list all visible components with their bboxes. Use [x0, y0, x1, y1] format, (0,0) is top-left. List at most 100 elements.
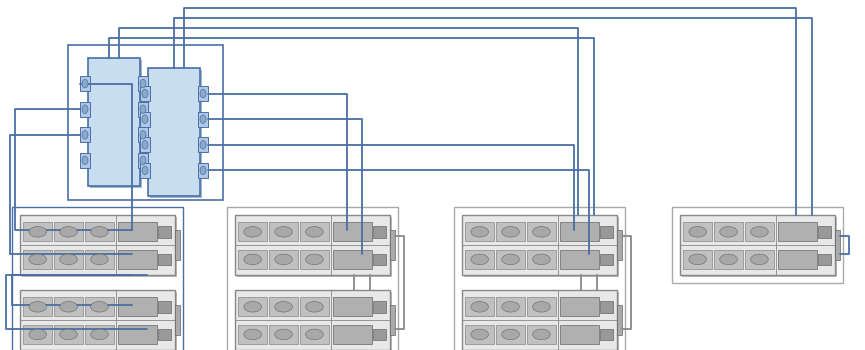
Ellipse shape	[305, 329, 324, 340]
Ellipse shape	[471, 254, 489, 265]
Bar	[23, 325, 53, 344]
Bar	[683, 250, 713, 269]
Bar	[778, 250, 817, 269]
Bar	[22, 217, 177, 277]
Bar	[157, 301, 171, 313]
Ellipse shape	[533, 329, 550, 340]
Bar	[238, 222, 267, 241]
Ellipse shape	[29, 254, 47, 265]
Ellipse shape	[82, 79, 88, 88]
Ellipse shape	[91, 301, 108, 312]
Bar	[300, 222, 329, 241]
Bar	[138, 102, 148, 117]
Bar	[672, 207, 843, 283]
Ellipse shape	[305, 301, 324, 312]
Bar	[561, 222, 599, 241]
Bar	[373, 226, 387, 238]
Bar	[682, 217, 837, 277]
Bar	[12, 207, 183, 350]
Bar	[333, 222, 372, 241]
Bar	[148, 68, 200, 196]
Bar	[227, 207, 398, 350]
Bar	[140, 86, 150, 101]
Bar	[140, 137, 150, 153]
Bar	[561, 250, 599, 269]
Bar	[20, 215, 175, 275]
Bar	[23, 297, 53, 316]
Bar	[561, 297, 599, 316]
Bar	[465, 325, 495, 344]
Bar	[496, 250, 525, 269]
Bar	[373, 254, 387, 265]
Bar	[462, 215, 617, 275]
Ellipse shape	[471, 301, 489, 312]
Ellipse shape	[275, 254, 292, 265]
Bar	[238, 325, 267, 344]
Bar	[465, 250, 495, 269]
Bar	[119, 325, 157, 344]
Bar	[119, 222, 157, 241]
Bar	[23, 250, 53, 269]
Bar	[138, 153, 148, 168]
Bar	[54, 297, 83, 316]
Bar	[269, 222, 298, 241]
Bar	[333, 250, 372, 269]
Bar	[238, 250, 267, 269]
Ellipse shape	[140, 156, 146, 164]
Ellipse shape	[200, 141, 206, 149]
Bar	[198, 86, 208, 101]
Bar	[68, 45, 223, 200]
Ellipse shape	[82, 131, 88, 139]
Ellipse shape	[275, 301, 292, 312]
Bar	[140, 112, 150, 127]
Ellipse shape	[720, 226, 737, 237]
Bar	[390, 305, 395, 335]
Bar	[23, 222, 53, 241]
Ellipse shape	[91, 226, 108, 237]
Bar	[85, 297, 114, 316]
Bar	[90, 60, 142, 188]
Bar	[175, 230, 180, 260]
Ellipse shape	[305, 226, 324, 237]
Ellipse shape	[140, 79, 146, 88]
Ellipse shape	[60, 329, 77, 340]
Ellipse shape	[244, 329, 261, 340]
Bar	[138, 76, 148, 91]
Ellipse shape	[502, 301, 519, 312]
Bar	[496, 297, 525, 316]
Ellipse shape	[244, 226, 261, 237]
Ellipse shape	[82, 105, 88, 113]
Bar	[269, 297, 298, 316]
Bar	[119, 297, 157, 316]
Bar	[198, 163, 208, 178]
Bar	[198, 112, 208, 127]
Bar	[390, 230, 395, 260]
Ellipse shape	[142, 89, 148, 98]
Bar	[464, 217, 619, 277]
Bar	[683, 222, 713, 241]
Bar	[496, 325, 525, 344]
Bar	[300, 297, 329, 316]
Bar	[527, 325, 556, 344]
Ellipse shape	[60, 226, 77, 237]
Ellipse shape	[91, 329, 108, 340]
Bar	[235, 215, 390, 275]
Ellipse shape	[305, 254, 324, 265]
Bar	[714, 222, 743, 241]
Ellipse shape	[200, 89, 206, 98]
Bar	[237, 292, 392, 350]
Bar	[157, 254, 171, 265]
Ellipse shape	[471, 226, 489, 237]
Bar	[599, 329, 613, 340]
Bar	[454, 207, 625, 350]
Bar	[175, 305, 180, 335]
Bar	[80, 76, 90, 91]
Ellipse shape	[244, 254, 261, 265]
Bar	[333, 325, 372, 344]
Bar	[85, 250, 114, 269]
Bar	[157, 329, 171, 340]
Bar	[617, 230, 622, 260]
Ellipse shape	[275, 329, 292, 340]
Bar	[714, 250, 743, 269]
Ellipse shape	[29, 329, 47, 340]
